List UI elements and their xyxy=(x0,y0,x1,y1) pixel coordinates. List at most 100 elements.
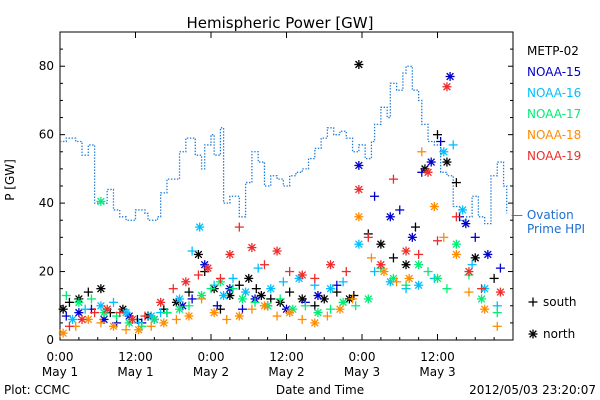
data-point-metp-02 xyxy=(234,280,244,290)
data-point-noaa-18 xyxy=(197,294,207,304)
legend-entry: NOAA-15 xyxy=(527,65,581,79)
data-point-noaa-15 xyxy=(370,191,380,201)
data-point-noaa-18 xyxy=(451,249,461,259)
data-point-noaa-18 xyxy=(146,321,156,331)
data-point-noaa-18 xyxy=(348,294,358,304)
data-point-noaa-16 xyxy=(175,294,185,304)
data-point-noaa-18 xyxy=(310,318,320,328)
data-point-noaa-19 xyxy=(115,308,125,318)
data-point-noaa-18 xyxy=(429,202,439,212)
data-point-noaa-18 xyxy=(354,212,364,222)
data-point-noaa-19 xyxy=(341,267,351,277)
data-point-noaa-18 xyxy=(58,328,68,338)
data-point-noaa-18 xyxy=(480,304,490,314)
data-point-metp-02 xyxy=(266,294,276,304)
marker-legend-symbol xyxy=(528,329,538,339)
data-point-noaa-19 xyxy=(442,82,452,92)
data-point-metp-02 xyxy=(319,294,329,304)
x-tick-date-label: May 3 xyxy=(344,365,380,379)
data-point-noaa-18 xyxy=(159,318,169,328)
y-axis-label: P [GW] xyxy=(3,159,17,201)
data-point-noaa-18 xyxy=(134,325,144,335)
data-point-noaa-19 xyxy=(203,263,213,273)
data-point-noaa-19 xyxy=(363,232,373,242)
x-tick-date-label: May 3 xyxy=(419,365,455,379)
legend-entry: NOAA-16 xyxy=(527,86,581,100)
data-point-noaa-18 xyxy=(417,147,427,157)
data-point-noaa-19 xyxy=(388,174,398,184)
data-point-noaa-19 xyxy=(102,304,112,314)
data-point-noaa-15 xyxy=(354,160,364,170)
legend-entry: NOAA-18 xyxy=(527,128,581,142)
data-point-noaa-18 xyxy=(492,321,502,331)
data-point-noaa-19 xyxy=(272,246,282,256)
data-point-noaa-15 xyxy=(436,137,446,147)
data-point-noaa-18 xyxy=(209,308,219,318)
data-point-noaa-16 xyxy=(219,291,229,301)
x-tick-date-label: May 2 xyxy=(193,365,229,379)
data-point-metp-02 xyxy=(83,287,93,297)
x-tick-date-label: May 2 xyxy=(268,365,304,379)
data-point-noaa-18 xyxy=(108,321,118,331)
marker-legend-label: north xyxy=(543,327,575,341)
data-point-noaa-17 xyxy=(237,294,247,304)
legend: METP-02 NOAA-15 NOAA-16 NOAA-17 NOAA-18 NOAA-… xyxy=(511,44,585,341)
data-point-noaa-16 xyxy=(108,297,118,307)
data-point-noaa-17 xyxy=(228,284,238,294)
footer-right: 2012/05/03 23:20:07 xyxy=(469,383,596,397)
data-point-noaa-15 xyxy=(426,157,436,167)
data-point-noaa-17 xyxy=(206,284,216,294)
data-point-metp-02 xyxy=(489,273,499,283)
data-point-noaa-17 xyxy=(96,196,106,206)
data-point-noaa-18 xyxy=(439,232,449,242)
data-point-noaa-18 xyxy=(335,304,345,314)
data-point-noaa-19 xyxy=(401,246,411,256)
data-point-noaa-16 xyxy=(467,260,477,270)
data-point-metp-02 xyxy=(401,260,411,270)
x-axis-label: Date and Time xyxy=(276,383,364,397)
data-point-noaa-18 xyxy=(96,318,106,328)
data-point-noaa-19 xyxy=(181,277,191,287)
data-point-noaa-17 xyxy=(326,304,336,314)
data-point-noaa-16 xyxy=(266,284,276,294)
data-point-noaa-18 xyxy=(184,311,194,321)
data-point-noaa-19 xyxy=(247,243,257,253)
data-point-noaa-19 xyxy=(414,249,424,259)
data-point-noaa-19 xyxy=(310,273,320,283)
data-point-noaa-19 xyxy=(354,184,364,194)
data-point-metp-02 xyxy=(58,304,68,314)
data-point-noaa-19 xyxy=(90,308,100,318)
data-point-noaa-16 xyxy=(370,267,380,277)
data-point-metp-02 xyxy=(310,301,320,311)
data-point-noaa-19 xyxy=(259,260,269,270)
x-tick-time-label: 0:00 xyxy=(349,350,376,364)
ovation-prime-hpi-line xyxy=(60,65,508,225)
x-tick-date-label: May 1 xyxy=(42,365,78,379)
data-point-metp-02 xyxy=(251,284,261,294)
data-point-noaa-19 xyxy=(225,249,235,259)
data-point-noaa-16 xyxy=(338,277,348,287)
data-point-noaa-19 xyxy=(140,311,150,321)
y-tick-label: 60 xyxy=(39,128,54,142)
data-point-metp-02 xyxy=(388,253,398,263)
x-tick-time-label: 0:00 xyxy=(198,350,225,364)
data-point-noaa-17 xyxy=(414,260,424,270)
data-point-metp-02 xyxy=(451,178,461,188)
data-point-noaa-15 xyxy=(461,219,471,229)
data-point-noaa-17 xyxy=(423,267,433,277)
data-point-noaa-16 xyxy=(68,314,78,324)
data-point-noaa-17 xyxy=(300,301,310,311)
data-point-metp-02 xyxy=(184,287,194,297)
data-point-noaa-16 xyxy=(354,239,364,249)
data-point-noaa-17 xyxy=(61,291,71,301)
data-point-noaa-19 xyxy=(193,270,203,280)
x-tick-time-label: 12:00 xyxy=(420,350,455,364)
data-point-metp-02 xyxy=(433,130,442,140)
data-point-metp-02 xyxy=(285,287,295,297)
data-point-noaa-17 xyxy=(162,308,172,318)
data-point-noaa-18 xyxy=(322,311,332,321)
data-point-noaa-17 xyxy=(74,297,84,307)
data-point-noaa-16 xyxy=(80,304,90,314)
data-point-noaa-19 xyxy=(64,321,74,331)
data-point-noaa-18 xyxy=(121,325,131,335)
